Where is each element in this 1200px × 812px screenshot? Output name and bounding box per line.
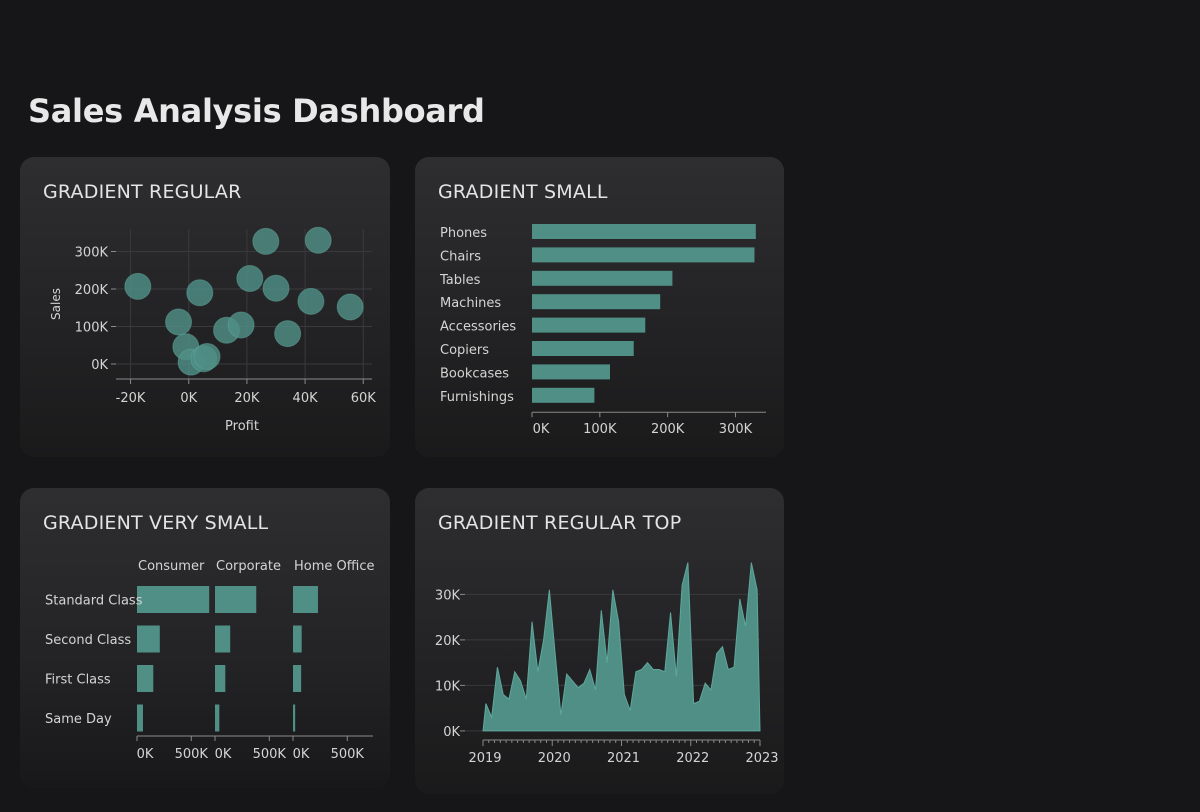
bar-category-label: Accessories [440,320,516,335]
scatter-point [336,293,364,321]
area-card: GRADIENT REGULAR TOP 0K 10K 20K 30K 2019 2020… [415,488,784,794]
bar [532,294,661,310]
area-chart: 0K 10K 20K 30K 2019 2020 2021 2022 2023 [435,562,779,766]
facet-bar [137,586,210,613]
scatter-chart: -20K 0K 20K 40K 60K 0K 100K 200K 300K Profit Sales [49,226,377,434]
facet-bar [215,586,257,613]
bar-card-title: GRADIENT SMALL [438,181,608,203]
bar [532,247,755,263]
scatter-point [124,272,152,300]
scatter-point [165,308,193,336]
scatter-card: GRADIENT REGULAR -20K 0K 20K 40K 60K 0K 100K 20… [20,157,390,457]
bar [532,364,610,380]
bar-category-label: Furnishings [440,390,514,405]
x-tick-label: 300K [719,422,753,437]
scatter-point [193,343,221,370]
facet-bar [215,704,220,732]
x-axis-label: Profit [225,419,259,434]
scatter-point [297,287,325,315]
x-tick-label: 500K [253,747,287,762]
x-tick-label: 40K [293,391,319,406]
facet-bar [293,625,302,653]
facet-card-title: GRADIENT VERY SMALL [43,512,269,534]
scatter-point [262,274,290,302]
y-tick-label: 0K [443,725,460,740]
area-series [482,562,761,732]
x-tick-label: 2022 [676,751,709,766]
x-tick-label: 0K [533,422,550,437]
facet-bar [215,625,231,653]
bar [532,270,673,286]
x-tick-label: -20K [116,391,146,406]
bar-category-label: Chairs [440,249,481,264]
bar-card: GRADIENT SMALL Phones Chairs Tables Machine… [415,157,784,457]
facet-column-header: Home Office [294,559,374,574]
facet-bar-chart: Consumer 0K 500K Corporate 0K 500K Home Office… [45,559,374,762]
scatter-point [252,227,280,255]
bar [532,224,756,239]
scatter-point [304,226,332,254]
facet-bar [293,665,302,692]
facet-bar [137,704,143,732]
x-tick-label: 0K [293,747,310,762]
x-tick-label: 0K [215,747,232,762]
x-tick-label: 0K [180,391,197,406]
x-tick-label: 0K [137,747,154,762]
y-tick-label: 30K [435,588,461,603]
bar-chart: Phones Chairs Tables Machines Accessories Cop… [439,224,766,437]
facet-row-label: Standard Class [45,594,143,609]
x-tick-label: 2020 [538,751,571,766]
x-tick-label: 100K [583,422,617,437]
y-tick-label: 200K [75,283,109,298]
y-axis-label: Sales [49,288,63,320]
x-tick-label: 60K [351,391,377,406]
facet-bar [137,625,160,653]
scatter-card-title: GRADIENT REGULAR [43,181,242,203]
scatter-point [236,265,264,292]
y-tick-label: 20K [435,634,461,649]
y-tick-label: 300K [75,246,109,261]
scatter-point [274,320,302,348]
bar [532,341,634,356]
facet-bar [137,665,154,692]
facet-bar [293,704,296,732]
facet-column-header: Corporate [216,559,281,574]
x-tick-label: 2021 [607,751,640,766]
x-tick-label: 2019 [468,751,501,766]
facet-bar [293,586,318,613]
facet-card: GRADIENT VERY SMALL Consumer 0K 500K Corpor… [20,488,390,788]
x-tick-label: 2023 [745,751,778,766]
x-tick-label: 500K [331,747,365,762]
bar [532,317,646,333]
x-tick-label: 500K [175,747,209,762]
bar [532,387,595,403]
facet-column-header: Consumer [138,559,205,574]
facet-row-label: Same Day [45,712,112,727]
x-tick-label: 20K [234,391,260,406]
y-tick-label: 100K [75,321,109,336]
scatter-point [227,311,255,339]
facet-row-label: Second Class [45,633,131,648]
scatter-point [186,279,214,307]
y-tick-label: 10K [435,679,461,694]
bar-category-label: Tables [439,273,481,288]
facet-row-label: First Class [45,673,111,688]
bar-category-label: Bookcases [440,366,509,381]
facet-bar [215,665,226,692]
page-title: Sales Analysis Dashboard [28,92,485,130]
x-tick-label: 200K [651,422,685,437]
bar-category-label: Machines [440,296,501,311]
y-tick-label: 0K [91,358,108,373]
bar-category-label: Phones [440,226,487,241]
bar-category-label: Copiers [440,343,489,358]
area-card-title: GRADIENT REGULAR TOP [438,512,682,534]
